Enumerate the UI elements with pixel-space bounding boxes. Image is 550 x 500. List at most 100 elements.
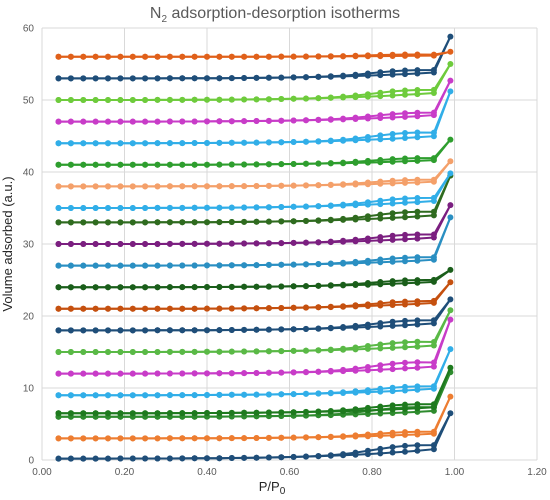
data-point	[389, 340, 396, 347]
data-point	[154, 75, 161, 82]
data-point	[352, 236, 359, 243]
data-point	[303, 182, 309, 189]
data-point	[315, 261, 322, 267]
data-point	[364, 91, 371, 98]
data-point	[92, 392, 99, 399]
data-point	[142, 410, 149, 417]
data-point	[166, 53, 173, 60]
data-point	[67, 410, 74, 417]
data-point	[278, 454, 285, 461]
data-point	[377, 450, 384, 457]
data-point	[216, 204, 223, 211]
data-point	[340, 433, 347, 440]
chart-title: N2 adsorption-desorption isotherms	[150, 5, 400, 25]
data-point	[117, 241, 124, 247]
data-point	[414, 134, 421, 141]
y-tick-label: 50	[23, 96, 35, 107]
data-point	[414, 195, 421, 201]
data-point	[67, 219, 74, 226]
data-point	[389, 449, 396, 456]
data-point	[253, 262, 260, 269]
data-point	[166, 262, 173, 269]
data-point	[327, 238, 334, 245]
data-point	[204, 204, 210, 211]
series-20	[55, 33, 454, 82]
data-point	[154, 118, 161, 125]
data-point	[166, 183, 173, 190]
data-point	[430, 109, 437, 116]
x-axis-title: P/P0	[259, 479, 286, 497]
data-point	[327, 367, 334, 374]
data-point	[228, 118, 235, 125]
data-point	[265, 240, 272, 247]
data-point	[315, 138, 322, 145]
data-point	[414, 91, 421, 98]
data-point	[105, 118, 111, 125]
data-point	[389, 360, 396, 367]
data-point	[402, 110, 408, 117]
x-tick-label: 0.40	[197, 467, 217, 478]
data-point	[191, 455, 198, 462]
series-13	[55, 172, 454, 226]
data-point	[430, 129, 437, 136]
data-point	[290, 182, 297, 189]
data-point	[204, 240, 210, 247]
data-point	[315, 368, 322, 375]
data-point	[241, 96, 248, 103]
data-point	[402, 209, 408, 216]
data-point	[129, 262, 136, 269]
data-point	[191, 240, 198, 247]
data-point	[80, 205, 87, 211]
data-point	[204, 140, 210, 146]
data-point	[290, 203, 297, 210]
data-point	[364, 280, 371, 286]
y-tick-label: 30	[23, 240, 35, 251]
data-point	[117, 435, 124, 442]
data-point	[253, 118, 260, 124]
data-point	[191, 140, 198, 146]
data-point	[67, 305, 74, 312]
data-point	[142, 118, 149, 125]
data-point	[430, 231, 437, 238]
data-point	[80, 118, 87, 125]
data-point	[414, 155, 421, 162]
data-point	[389, 318, 396, 325]
data-point	[414, 405, 421, 412]
data-point	[303, 390, 309, 397]
data-point	[216, 305, 223, 312]
data-point	[179, 284, 186, 291]
data-point	[92, 370, 99, 377]
data-point	[414, 442, 421, 449]
data-point	[377, 403, 384, 410]
data-point	[315, 390, 322, 397]
data-point	[166, 118, 173, 125]
data-point	[228, 75, 235, 82]
data-point	[352, 449, 359, 456]
data-point	[265, 74, 272, 81]
series-15	[55, 158, 454, 190]
data-point	[327, 452, 334, 459]
data-point	[352, 388, 359, 395]
data-point	[241, 370, 248, 377]
data-point	[154, 204, 161, 211]
data-point	[364, 431, 371, 438]
data-point	[315, 239, 322, 246]
data-point	[142, 305, 149, 312]
data-point	[340, 53, 347, 60]
data-point	[414, 343, 421, 350]
data-point	[315, 116, 322, 123]
data-point	[377, 178, 384, 185]
data-point	[402, 135, 408, 141]
series-16	[55, 136, 454, 168]
data-point	[166, 410, 173, 417]
data-point	[364, 447, 371, 454]
data-point	[389, 402, 396, 409]
data-point	[191, 219, 198, 226]
data-point	[55, 284, 62, 291]
data-point	[154, 262, 161, 269]
data-point	[179, 455, 186, 462]
data-point	[55, 435, 62, 442]
data-point	[377, 385, 384, 392]
data-point	[228, 183, 235, 190]
data-point	[179, 262, 186, 269]
